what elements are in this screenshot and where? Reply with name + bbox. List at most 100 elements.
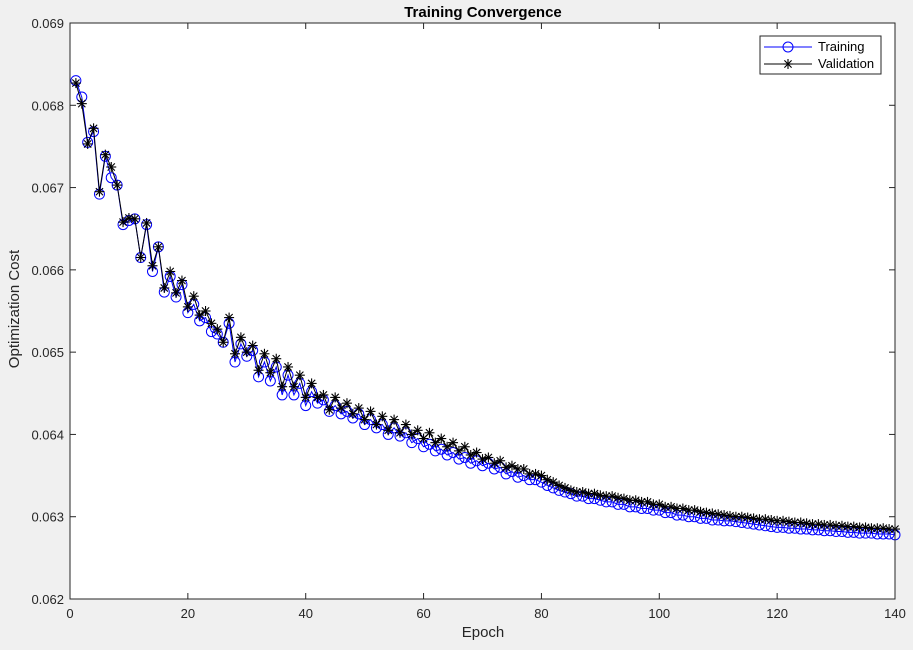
x-tick-label: 20 <box>181 606 195 621</box>
legend-validation-marker <box>783 59 793 69</box>
data-point-validation <box>530 468 541 479</box>
data-point-validation <box>436 433 447 444</box>
data-point-validation <box>70 78 81 89</box>
data-point-validation <box>330 392 341 403</box>
data-point-validation <box>548 477 559 488</box>
data-point-validation <box>188 291 199 302</box>
data-point-validation <box>689 505 700 516</box>
y-axis-title: Optimization Cost <box>6 249 23 368</box>
x-tick-label: 100 <box>648 606 670 621</box>
data-point-validation <box>241 347 252 358</box>
data-point-validation <box>100 149 111 160</box>
y-tick-label: 0.065 <box>31 345 64 360</box>
data-point-validation <box>182 301 193 312</box>
data-point-validation <box>795 517 806 528</box>
data-point-validation <box>106 162 117 172</box>
legend-training-marker <box>782 41 794 53</box>
data-point-validation <box>135 252 146 263</box>
data-point-validation <box>324 404 335 415</box>
x-tick-label: 120 <box>766 606 788 621</box>
data-point-validation <box>171 287 182 298</box>
data-point-validation <box>536 470 547 481</box>
data-point-validation <box>365 406 376 417</box>
data-point-validation <box>259 348 270 359</box>
data-point-validation <box>253 365 264 376</box>
data-point-validation <box>577 487 588 498</box>
data-point-validation <box>571 487 582 498</box>
data-point-validation <box>294 370 305 381</box>
legend-box <box>759 35 882 75</box>
x-axis-title: Epoch <box>462 624 505 641</box>
legend-entry-validation: Validation <box>764 56 874 71</box>
data-point-validation <box>247 340 258 351</box>
data-point-validation <box>235 332 246 343</box>
data-point-validation <box>153 241 164 252</box>
data-point-validation <box>300 392 311 403</box>
series-layer <box>70 75 901 541</box>
data-point-validation <box>442 441 453 452</box>
series-validation <box>70 78 900 535</box>
data-point-validation <box>159 282 170 293</box>
y-tick-label: 0.066 <box>31 263 64 278</box>
legend-asterisk-glyph <box>783 59 793 69</box>
data-point-validation <box>383 425 394 436</box>
data-point-validation <box>82 138 93 149</box>
x-tick-label: 140 <box>884 606 906 621</box>
data-point-validation <box>359 414 370 425</box>
data-point-validation <box>618 493 629 504</box>
data-point-validation <box>471 447 482 458</box>
data-point-validation <box>200 306 211 316</box>
data-point-validation <box>866 523 877 534</box>
y-tick-label: 0.068 <box>31 98 64 113</box>
data-point-validation <box>412 425 423 436</box>
data-point-validation <box>589 488 600 499</box>
data-point-validation <box>218 337 229 348</box>
data-point-training <box>105 172 117 184</box>
legend: Training Validation <box>759 35 882 75</box>
data-point-validation <box>318 389 329 400</box>
data-point-validation <box>607 491 618 502</box>
data-point-validation <box>477 454 488 465</box>
data-point-validation <box>395 427 405 438</box>
data-point-validation <box>336 403 347 414</box>
data-point-validation <box>165 266 176 277</box>
data-point-validation <box>495 455 506 466</box>
data-point-validation <box>212 324 223 335</box>
data-point-validation <box>501 462 512 473</box>
legend-training-label: Training <box>818 39 864 54</box>
data-point-validation <box>118 217 129 228</box>
data-point-validation <box>630 495 641 506</box>
data-point-validation <box>288 381 299 392</box>
y-tick-label: 0.063 <box>31 510 64 525</box>
data-point-validation <box>406 429 417 440</box>
data-point-validation <box>636 496 647 507</box>
data-point-validation <box>265 367 276 378</box>
data-point-validation <box>512 463 523 474</box>
data-point-validation <box>230 348 240 359</box>
data-point-validation <box>283 361 294 372</box>
data-point-validation <box>836 520 847 531</box>
data-point-validation <box>94 186 105 197</box>
data-point-validation <box>666 501 677 512</box>
data-point-validation <box>742 512 753 523</box>
x-tick-label: 40 <box>298 606 312 621</box>
data-point-validation <box>271 353 282 364</box>
legend-entry-training: Training <box>764 39 864 54</box>
data-point-validation <box>565 485 576 496</box>
data-point-validation <box>377 411 388 422</box>
data-point-validation <box>430 437 441 448</box>
data-point-validation <box>453 445 464 456</box>
data-point-validation <box>112 180 123 191</box>
data-point-validation <box>677 503 688 514</box>
data-point-validation <box>459 441 470 452</box>
data-point-training <box>459 451 471 463</box>
data-point-validation <box>88 123 99 134</box>
data-point-validation <box>353 403 364 414</box>
data-point-validation <box>854 522 865 533</box>
data-point-validation <box>194 310 205 321</box>
chart-title: Training Convergence <box>404 4 562 21</box>
data-point-validation <box>76 98 87 109</box>
legend-validation-label: Validation <box>818 56 874 71</box>
axes-frame <box>69 22 896 600</box>
